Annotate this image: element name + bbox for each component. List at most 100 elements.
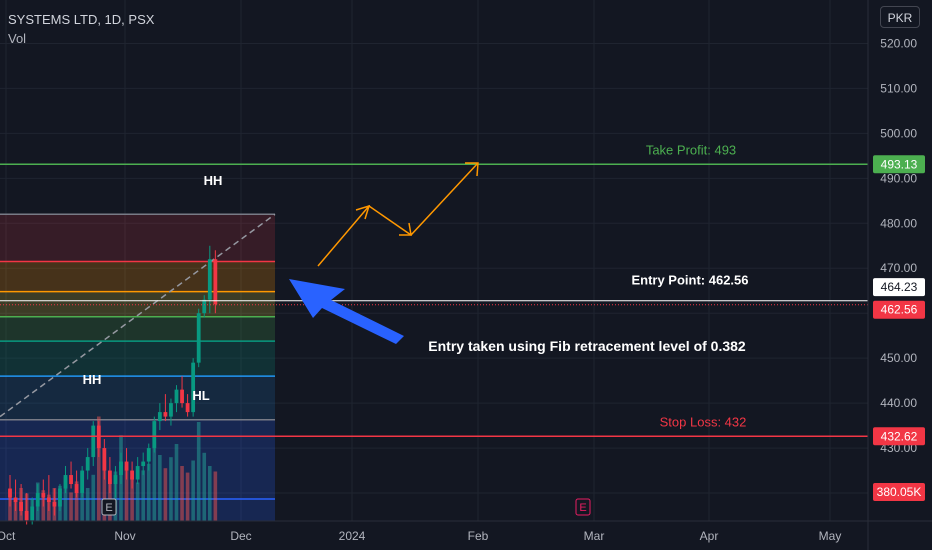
time-tick-1: Nov: [114, 529, 135, 543]
price-tick-0: 520.00: [880, 36, 917, 50]
time-tick-2: Dec: [230, 529, 251, 543]
pivot-label-hl: HL: [192, 388, 209, 403]
currency-button[interactable]: PKR: [880, 6, 920, 28]
volume-bar-11: [69, 492, 73, 521]
candle-body-28: [163, 412, 168, 417]
candle-body-29: [169, 403, 173, 417]
candle-body-37: [213, 259, 218, 305]
volume-bar-23: [135, 482, 140, 521]
candle-body-15: [91, 425, 96, 458]
candle-body-36: [207, 259, 212, 300]
price-badge-text-2: 462.56: [881, 303, 918, 317]
price-badge-text-4: 380.05K: [877, 485, 922, 499]
candle-body-21: [124, 461, 129, 471]
symbol-title[interactable]: SYSTEMS LTD, 1D, PSX: [8, 12, 155, 27]
price-badge-text-0: 493.13: [881, 157, 918, 171]
volume-bar-37: [213, 471, 218, 521]
candle-body-27: [157, 412, 162, 422]
entry-point-label: Entry Point: 462.56: [631, 273, 748, 288]
candle-body-9: [58, 488, 62, 507]
candle-body-17: [102, 448, 107, 471]
projection-path: [317, 162, 479, 267]
candle-body-4: [30, 506, 35, 520]
time-tick-5: Mar: [584, 529, 605, 543]
price-badge-text-1: 464.23: [881, 280, 918, 294]
candle-body-31: [180, 389, 184, 404]
price-tick-7: 450.00: [880, 351, 917, 365]
candle-body-2: [19, 502, 23, 512]
volume-bar-30: [174, 444, 179, 521]
stop-loss-label: Stop Loss: 432: [660, 414, 747, 429]
price-tick-3: 490.00: [880, 171, 917, 185]
volume-bar-36: [208, 466, 212, 521]
candle-body-24: [141, 461, 146, 467]
candle-body-5: [35, 493, 40, 507]
price-badge-1: [873, 278, 925, 297]
candle-body-20: [119, 461, 123, 476]
volume-bar-31: [180, 466, 184, 521]
time-tick-6: Apr: [700, 529, 719, 543]
price-badge-0: [873, 155, 925, 174]
volume-bar-35: [202, 452, 207, 521]
candle-body-26: [152, 421, 157, 449]
candle-body-14: [85, 457, 90, 471]
volume-bar-16: [97, 416, 101, 521]
candle-body-30: [174, 389, 179, 404]
fib-zone-3: [0, 316, 275, 342]
price-tick-2: 500.00: [880, 126, 917, 140]
candle-body-18: [108, 470, 112, 485]
candle-body-33: [191, 362, 196, 413]
volume-bar-21: [124, 466, 129, 521]
volume-bar-33: [191, 460, 195, 521]
price-tick-1: 510.00: [880, 81, 917, 95]
volume-bar-34: [196, 422, 201, 521]
earnings-marker-mar-text: E: [579, 502, 586, 514]
candle-body-32: [185, 403, 190, 413]
candle-body-34: [196, 313, 201, 363]
volume-bar-27: [158, 455, 162, 521]
price-tick-4: 480.00: [880, 216, 917, 230]
candle-body-13: [80, 470, 85, 494]
candle-body-22: [130, 470, 134, 480]
volume-bar-29: [169, 457, 173, 521]
candle-body-3: [24, 511, 29, 520]
candle-body-12: [74, 484, 79, 494]
price-badge-3: [873, 427, 925, 446]
earnings-marker-nov: [101, 498, 117, 516]
fib-zone-5: [0, 376, 275, 420]
volume-bar-12: [74, 481, 79, 521]
projection-arrowhead-2: [399, 222, 412, 236]
fib-zone-2: [0, 291, 275, 317]
volume-bar-28: [163, 468, 168, 521]
time-tick-0: Oct: [0, 529, 16, 543]
fib-zone-1: [0, 261, 275, 292]
volume-bar-0: [8, 496, 12, 521]
volume-indicator-label[interactable]: Vol: [8, 31, 27, 46]
candle-body-6: [41, 493, 46, 498]
fib-trend-line: [0, 213, 276, 418]
take-profit-label: Take Profit: 493: [646, 142, 736, 157]
entry-arrow: [289, 279, 404, 344]
candle-body-11: [69, 475, 73, 485]
volume-bar-32: [185, 472, 190, 521]
time-tick-4: Feb: [468, 529, 489, 543]
volume-bar-14: [85, 488, 90, 521]
volume-bar-15: [91, 474, 96, 521]
price-badge-text-3: 432.62: [881, 429, 918, 443]
projection-arrowhead-1: [355, 204, 371, 220]
price-tick-5: 470.00: [880, 261, 917, 275]
earnings-marker-mar: [575, 498, 591, 516]
candle-body-35: [202, 299, 207, 314]
candle-body-25: [146, 448, 151, 462]
volume-bar-22: [130, 477, 134, 521]
projection-arrowhead-3: [465, 162, 479, 177]
pivot-label-hh-top: HH: [204, 173, 223, 188]
candle-body-0: [8, 488, 12, 498]
earnings-marker-nov-text: E: [105, 502, 112, 514]
candle-body-19: [113, 475, 118, 485]
time-tick-3: 2024: [339, 529, 366, 543]
fib-note-text: Entry taken using Fib retracement level …: [428, 338, 746, 354]
candle-body-1: [13, 497, 18, 503]
